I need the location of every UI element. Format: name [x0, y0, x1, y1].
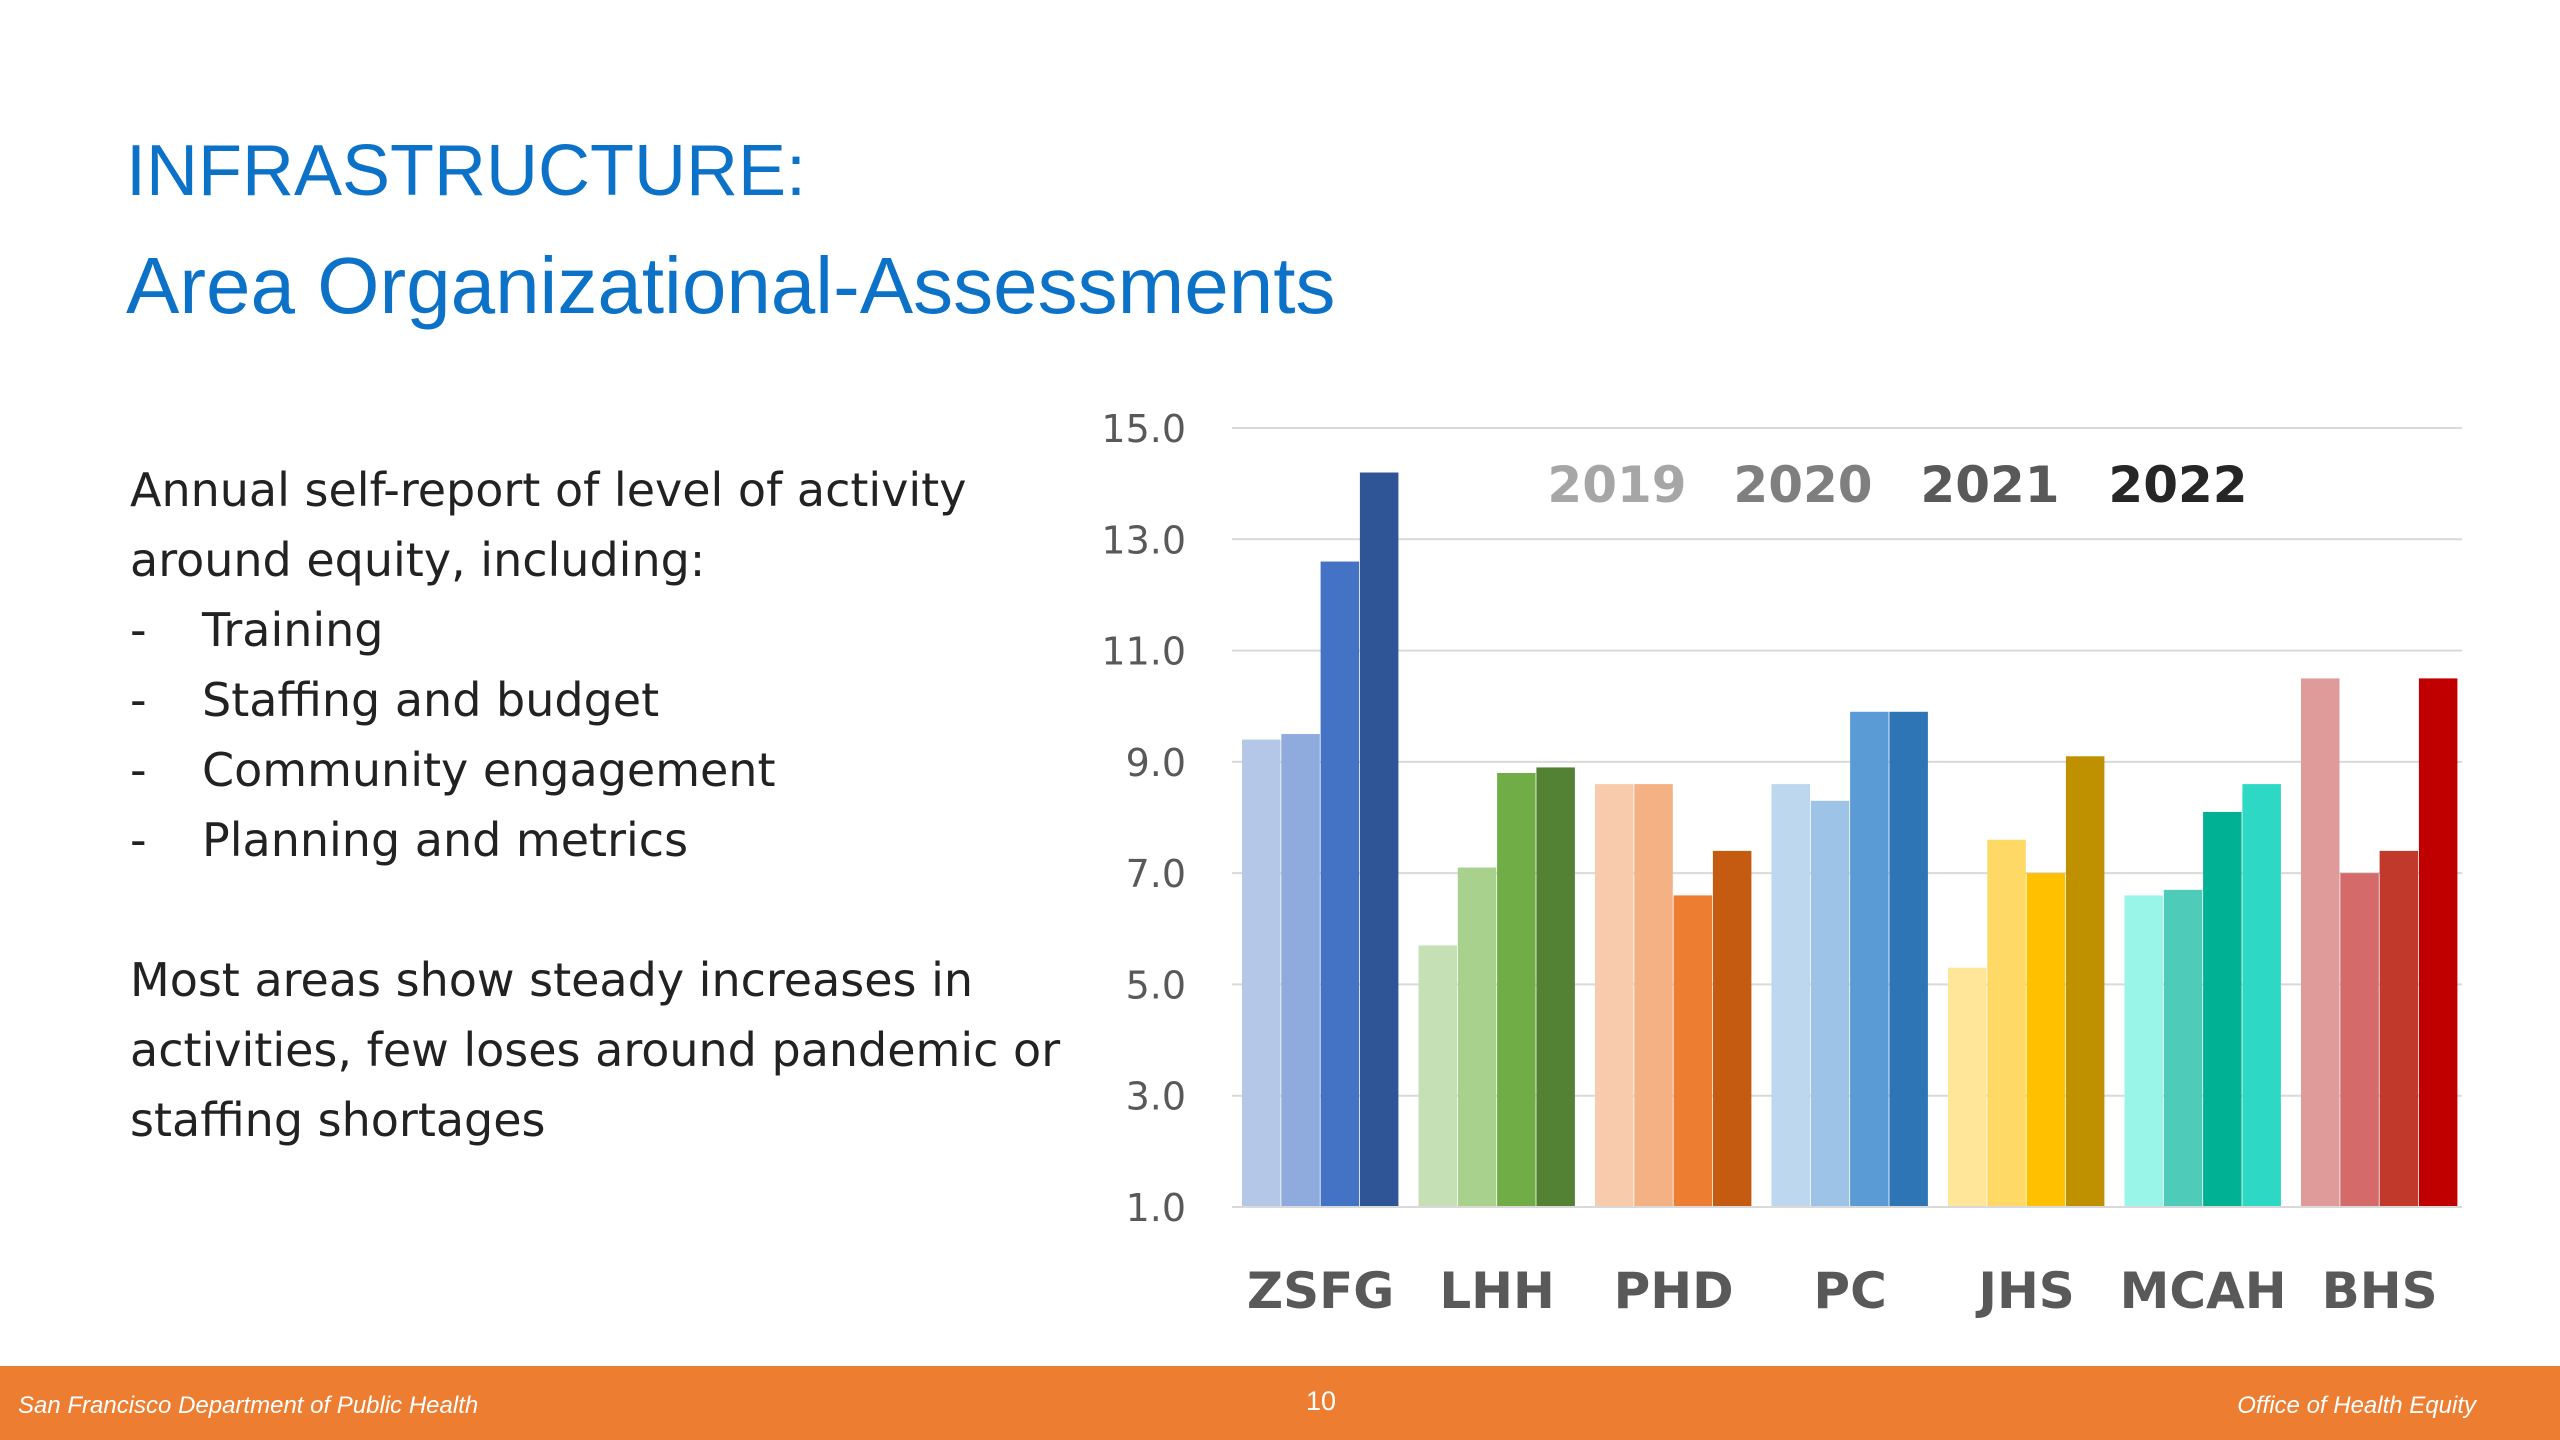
legend-entry-2021: 2021	[1920, 456, 2059, 514]
legend-entry-2020: 2020	[1733, 456, 1872, 514]
page-number: 10	[1306, 1386, 1337, 1416]
x-tick-label: PHD	[1614, 1262, 1734, 1320]
description-text: Annual self-report of level of activity …	[130, 455, 1090, 1155]
bar-pc-2019	[1771, 784, 1810, 1207]
bar-pc-2022	[1889, 711, 1928, 1207]
footer-office: Office of Health Equity	[2237, 1392, 2476, 1419]
bullet-text: Staffing and budget	[202, 673, 660, 727]
y-tick-label: 9.0	[1126, 741, 1186, 785]
bullet-text: Planning and metrics	[202, 813, 689, 867]
x-tick-label: LHH	[1439, 1262, 1555, 1320]
bullet-marker: -	[130, 603, 147, 657]
bar-mcah-2021	[2203, 811, 2242, 1207]
bullet-item: - Training	[130, 595, 1090, 665]
bar-pc-2021	[1850, 711, 1889, 1207]
bullet-text: Community engagement	[202, 743, 776, 797]
bar-phd-2019	[1595, 784, 1634, 1207]
x-tick-label: BHS	[2322, 1262, 2438, 1320]
slide-title: INFRASTRUCTURE:	[126, 131, 806, 211]
bar-bhs-2022	[2418, 678, 2458, 1207]
bar-zsfg-2022	[1359, 472, 1399, 1207]
bullet-text: Training	[202, 603, 384, 657]
bar-jhs-2020	[1987, 839, 2026, 1207]
bar-bhs-2019	[2301, 678, 2340, 1207]
bullet-item: - Planning and metrics	[130, 805, 1090, 875]
y-tick-label: 13.0	[1101, 518, 1186, 562]
summary-line-1: Most areas show steady increases in	[130, 953, 974, 1007]
intro-line-2: around equity, including:	[130, 533, 706, 587]
bar-chart: 1.0 3.0 5.0 7.0 9.0 11.0 13.0 15.0 ZSFG LHH PHD PC J…	[1101, 407, 2462, 1320]
bar-mcah-2020	[2163, 889, 2203, 1207]
bar-bhs-2020	[2340, 873, 2379, 1207]
bar-jhs-2022	[2065, 756, 2105, 1207]
bullet-marker: -	[130, 673, 147, 727]
bar-lhh-2020	[1457, 867, 1497, 1207]
bar-phd-2021	[1673, 895, 1713, 1207]
y-tick-label: 5.0	[1126, 963, 1186, 1007]
bar-pc-2020	[1810, 800, 1850, 1207]
intro-line-1: Annual self-report of level of activity	[130, 463, 967, 517]
bar-jhs-2019	[1948, 967, 1987, 1207]
bullet-item: - Staffing and budget	[130, 665, 1090, 735]
bar-zsfg-2019	[1242, 739, 1281, 1207]
bar-zsfg-2020	[1281, 734, 1320, 1207]
x-tick-label: MCAH	[2120, 1262, 2287, 1320]
bar-bhs-2021	[2379, 850, 2419, 1207]
bar-zsfg-2021	[1320, 561, 1360, 1207]
x-tick-label: JHS	[1975, 1262, 2074, 1320]
x-tick-label: ZSFG	[1247, 1262, 1394, 1320]
bullet-item: - Community engagement	[130, 735, 1090, 805]
footer-bar: San Francisco Department of Public Healt…	[0, 1366, 2560, 1440]
x-tick-label: PC	[1813, 1262, 1886, 1320]
bar-phd-2020	[1634, 784, 1673, 1207]
summary-line-2: activities, few loses around pandemic or	[130, 1023, 1061, 1077]
y-tick-label: 11.0	[1101, 630, 1186, 674]
bar-mcah-2022	[2242, 784, 2281, 1207]
bar-lhh-2019	[1418, 945, 1457, 1207]
bar-mcah-2019	[2124, 895, 2163, 1207]
y-tick-label: 7.0	[1126, 852, 1186, 896]
y-tick-label: 15.0	[1101, 407, 1186, 451]
bullet-list: - Training - Staffing and budget - Communit…	[130, 595, 1090, 875]
y-tick-label: 3.0	[1126, 1075, 1186, 1119]
footer-organization: San Francisco Department of Public Healt…	[18, 1392, 479, 1419]
bullet-marker: -	[130, 813, 147, 867]
bar-lhh-2022	[1536, 767, 1575, 1207]
legend-entry-2019: 2019	[1547, 456, 1686, 514]
slide-subtitle: Area Organizational-Assessments	[126, 241, 1336, 330]
bar-lhh-2021	[1497, 772, 1536, 1207]
bar-phd-2022	[1712, 850, 1752, 1207]
y-tick-label: 1.0	[1126, 1186, 1186, 1230]
summary-line-3: staffing shortages	[130, 1093, 546, 1147]
bullet-marker: -	[130, 743, 147, 797]
bar-jhs-2021	[2026, 873, 2066, 1207]
legend-entry-2022: 2022	[2108, 456, 2247, 514]
